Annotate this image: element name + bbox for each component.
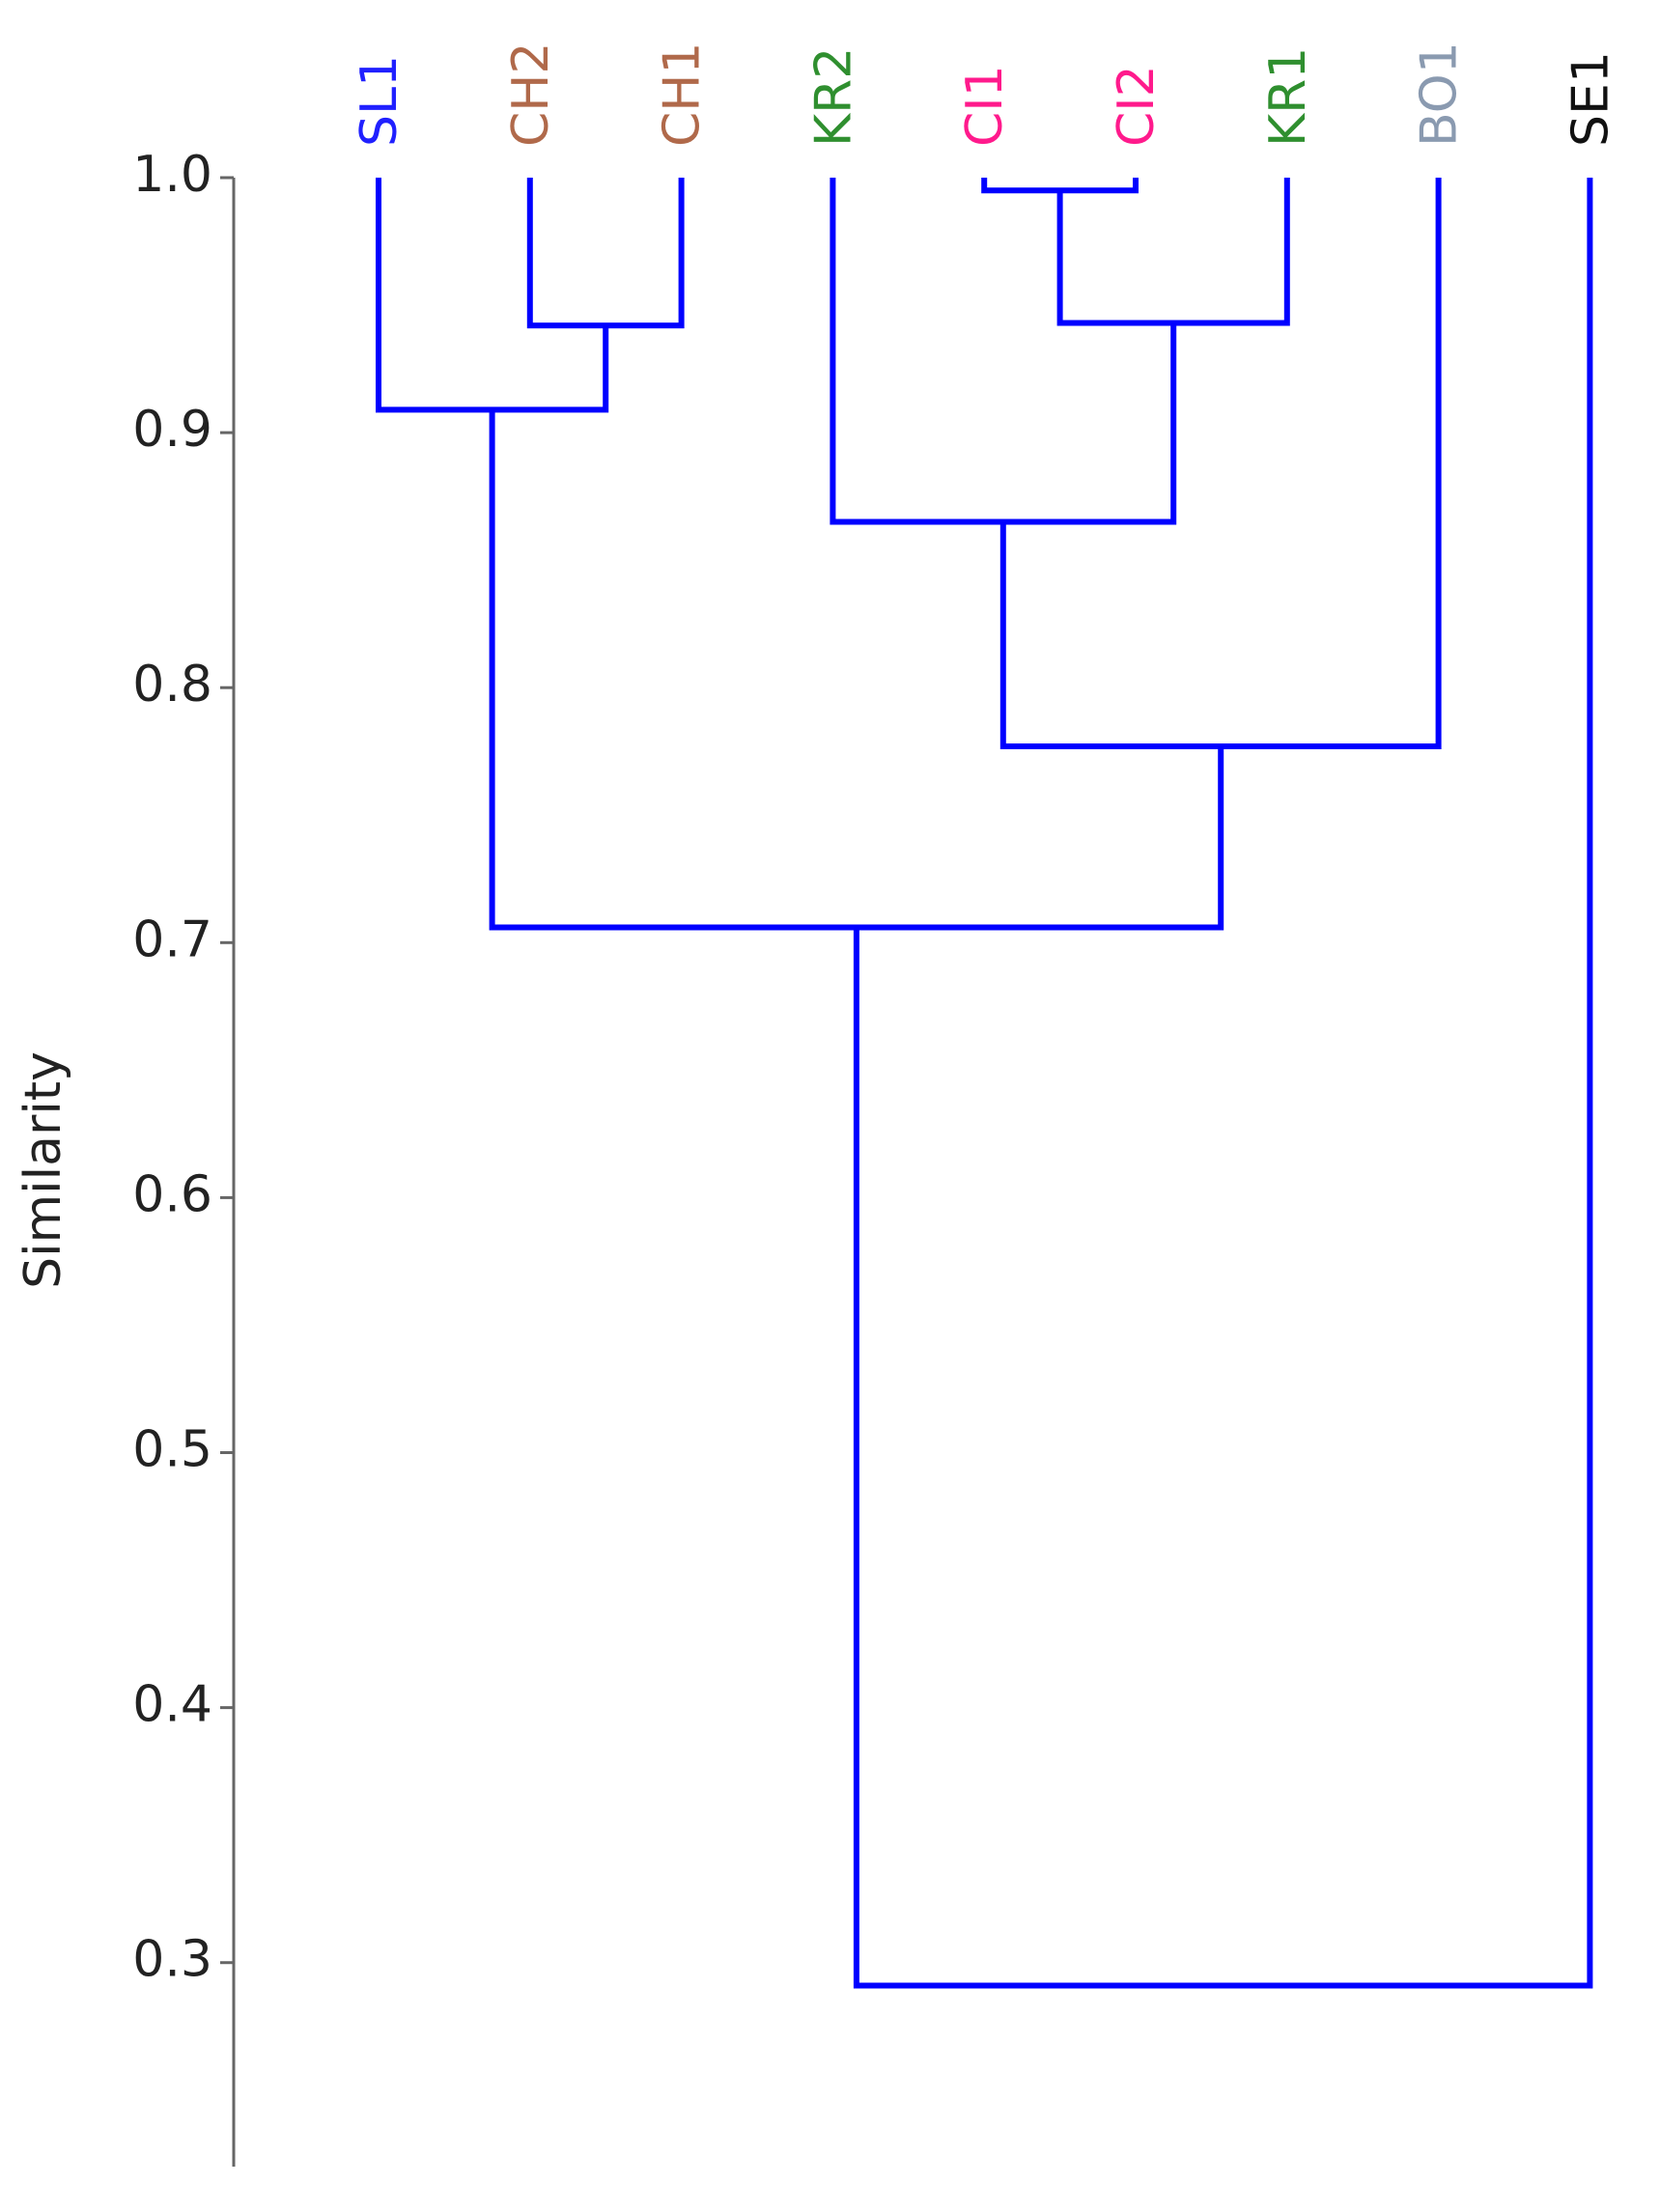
y-tick-label: 0.6 [132,1165,212,1223]
y-tick-label: 0.9 [132,401,212,459]
y-tick-label: 0.7 [132,910,212,968]
y-axis-label: Similarity [14,1051,72,1289]
y-tick-label: 0.4 [132,1676,212,1734]
leaf-label: CI2 [1108,65,1166,147]
leaf-label: CH1 [654,42,712,148]
dendrogram-link [376,178,609,413]
leaf-label: SE1 [1562,51,1619,147]
leaf-label: KR1 [1259,47,1317,147]
dendrogram-link [981,178,1139,194]
leaf-label: BO1 [1411,42,1469,147]
y-tick-label: 0.8 [132,656,212,714]
dendrogram-link [999,178,1442,749]
leaf-label: SL1 [351,55,408,147]
y-tick-label: 1.0 [132,146,212,204]
leaf-label: CI1 [956,65,1014,147]
leaf-label: CH2 [502,42,560,148]
dendrogram-link [830,178,1177,525]
dendrogram-link [853,178,1593,1989]
dendrogram-link [526,178,685,329]
y-tick-label: 0.5 [132,1421,212,1479]
dendrogram-link [489,409,1224,931]
leaf-label: KR2 [804,47,862,147]
dendrogram-link [1056,178,1290,326]
y-tick-label: 0.3 [132,1931,212,1989]
